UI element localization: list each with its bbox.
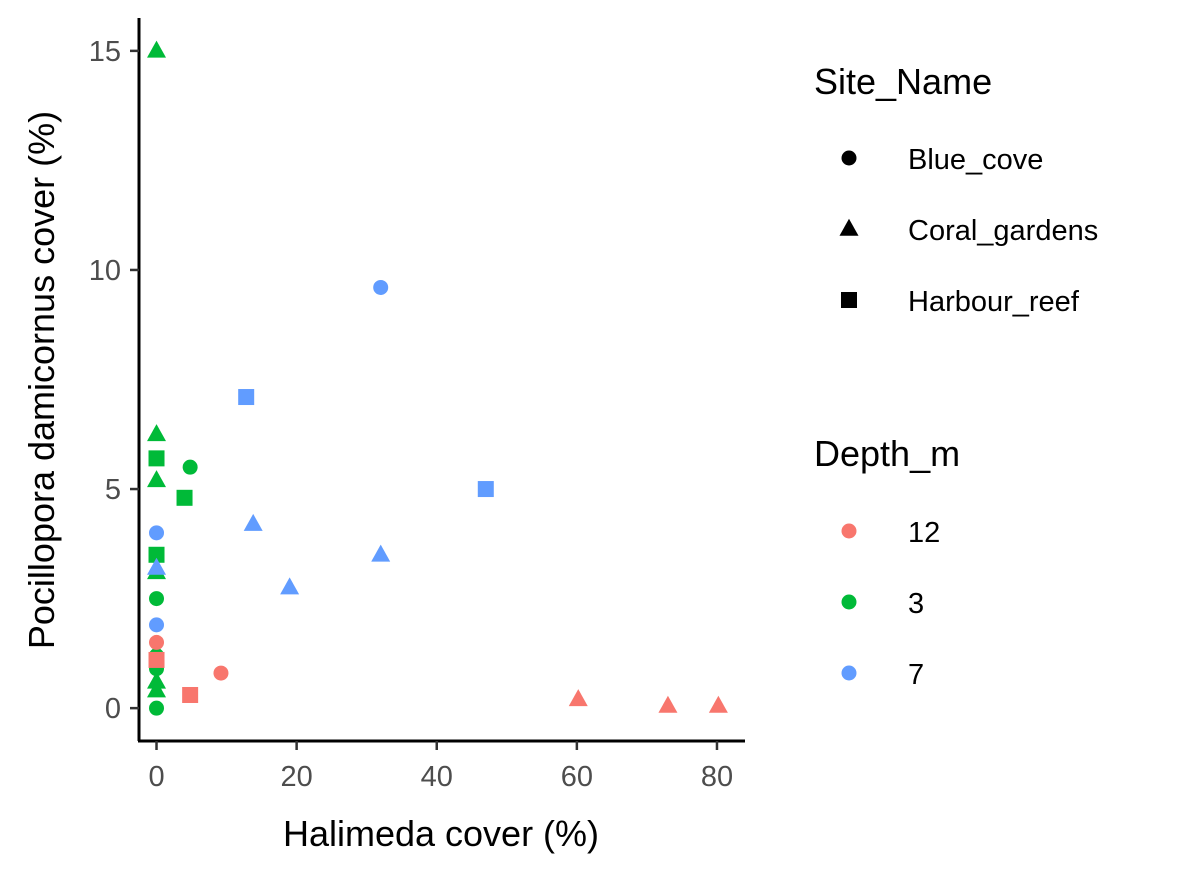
data-point: [176, 489, 193, 506]
x-tick-label: 80: [701, 761, 733, 793]
y-tick-label: 5: [105, 474, 121, 506]
data-point: [147, 424, 167, 442]
data-point: [149, 700, 165, 716]
y-ticks: 0 5 10 15: [89, 36, 139, 725]
data-point: [213, 665, 229, 681]
data-point: [147, 557, 167, 575]
legend-label: Harbour_reef: [908, 286, 1080, 318]
legend-key-color: [841, 665, 857, 681]
legend-key-square: [841, 292, 857, 308]
color-legend: 12 3 7: [841, 517, 940, 691]
shape-legend: Blue_cove Coral_gardens Harbour_reef: [839, 144, 1098, 318]
data-point: [149, 617, 165, 633]
y-tick-label: 15: [89, 36, 121, 68]
data-point: [371, 544, 391, 562]
data-point: [708, 695, 728, 713]
data-point: [147, 470, 167, 488]
y-tick-label: 10: [89, 255, 121, 287]
data-point: [658, 695, 678, 713]
shape-legend-title: Site_Name: [814, 61, 992, 102]
data-point: [147, 40, 167, 58]
data-point: [373, 279, 389, 295]
data-point: [568, 689, 588, 707]
data-point: [147, 671, 167, 689]
x-tick-label: 20: [280, 761, 312, 793]
data-point: [477, 481, 494, 498]
data-point: [243, 513, 263, 531]
data-point: [148, 651, 165, 668]
x-tick-label: 60: [561, 761, 593, 793]
legend-label: Coral_gardens: [908, 215, 1098, 247]
legend-label: Blue_cove: [908, 144, 1043, 176]
y-tick-label: 0: [105, 693, 121, 725]
legend-key-color: [841, 523, 857, 539]
data-point: [280, 577, 300, 595]
data-point: [147, 680, 167, 698]
legend-key-triangle: [839, 218, 859, 236]
data-point: [238, 389, 255, 406]
x-tick-label: 40: [421, 761, 453, 793]
legend-label: 7: [908, 659, 924, 691]
data-point: [148, 546, 165, 563]
legend-key-color: [841, 594, 857, 610]
x-axis-title: Halimeda cover (%): [283, 813, 599, 854]
legend-label: 12: [908, 517, 940, 549]
color-legend-title: Depth_m: [814, 433, 960, 474]
y-axis-title: Pocillopora damicornus cover (%): [21, 111, 62, 649]
legend-label: 3: [908, 588, 924, 620]
data-point: [182, 686, 199, 703]
legend-key-circle: [841, 150, 857, 166]
x-tick-label: 0: [148, 761, 164, 793]
data-point: [149, 634, 165, 650]
data-point: [149, 591, 165, 607]
data-point: [148, 450, 165, 467]
data-point: [149, 525, 165, 541]
points-layer: [147, 40, 728, 716]
data-point: [182, 459, 198, 475]
x-ticks: 0 20 40 60 80: [148, 741, 733, 793]
